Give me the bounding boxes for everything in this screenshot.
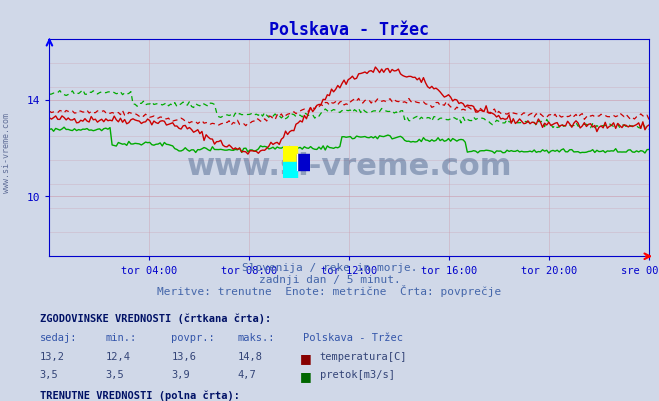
Bar: [297, 154, 310, 170]
Text: www.si-vreme.com: www.si-vreme.com: [2, 112, 11, 192]
Bar: [283, 162, 297, 178]
Text: 13,6: 13,6: [171, 351, 196, 361]
Text: zadnji dan / 5 minut.: zadnji dan / 5 minut.: [258, 275, 401, 285]
Text: 4,7: 4,7: [237, 369, 256, 379]
Text: 14,8: 14,8: [237, 351, 262, 361]
Text: Meritve: trenutne  Enote: metrične  Črta: povprečje: Meritve: trenutne Enote: metrične Črta: …: [158, 285, 501, 297]
Text: ZGODOVINSKE VREDNOSTI (črtkana črta):: ZGODOVINSKE VREDNOSTI (črtkana črta):: [40, 313, 271, 323]
Text: 13,2: 13,2: [40, 351, 65, 361]
Text: ■: ■: [300, 351, 312, 365]
Text: Slovenija / reke in morje.: Slovenija / reke in morje.: [242, 263, 417, 273]
Text: 12,4: 12,4: [105, 351, 130, 361]
Text: 3,5: 3,5: [105, 369, 124, 379]
Text: maks.:: maks.:: [237, 333, 275, 342]
Text: ■: ■: [300, 369, 312, 383]
Bar: [283, 146, 297, 162]
Text: min.:: min.:: [105, 333, 136, 342]
Text: 3,5: 3,5: [40, 369, 58, 379]
Text: sedaj:: sedaj:: [40, 333, 77, 342]
Text: povpr.:: povpr.:: [171, 333, 215, 342]
Text: www.si-vreme.com: www.si-vreme.com: [186, 151, 512, 180]
Title: Polskava - Tržec: Polskava - Tržec: [270, 20, 429, 38]
Text: TRENUTNE VREDNOSTI (polna črta):: TRENUTNE VREDNOSTI (polna črta):: [40, 389, 239, 400]
Text: Polskava - Tržec: Polskava - Tržec: [303, 333, 403, 342]
Text: pretok[m3/s]: pretok[m3/s]: [320, 369, 395, 379]
Text: temperatura[C]: temperatura[C]: [320, 351, 407, 361]
Text: 3,9: 3,9: [171, 369, 190, 379]
